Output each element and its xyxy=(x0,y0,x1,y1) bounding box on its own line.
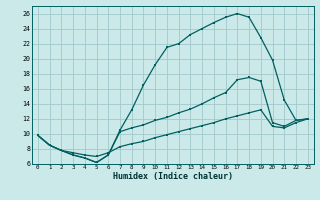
X-axis label: Humidex (Indice chaleur): Humidex (Indice chaleur) xyxy=(113,172,233,181)
